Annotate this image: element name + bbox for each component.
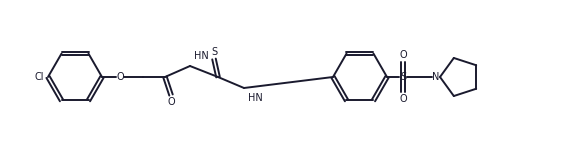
Text: HN: HN [194, 51, 209, 61]
Text: O: O [116, 72, 124, 82]
Text: HN: HN [248, 93, 262, 103]
Text: N: N [432, 72, 439, 82]
Text: O: O [399, 50, 407, 60]
Text: O: O [167, 97, 175, 107]
Text: S: S [400, 72, 406, 82]
Text: O: O [399, 94, 407, 104]
Text: S: S [211, 47, 217, 57]
Text: Cl: Cl [34, 72, 44, 82]
